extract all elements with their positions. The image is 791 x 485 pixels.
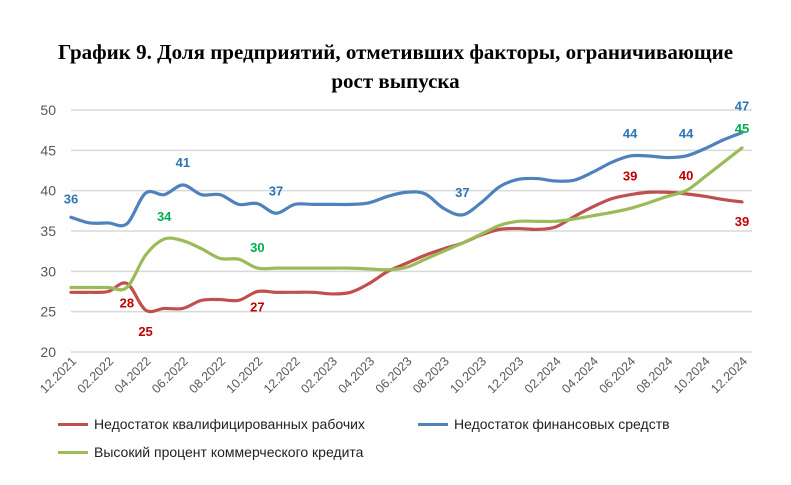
y-tick-label: 25 bbox=[40, 304, 56, 320]
series-line-0 bbox=[69, 190, 744, 314]
legend-label: Недостаток квалифицированных рабочих bbox=[94, 416, 365, 432]
x-tick-label: 04.2023 bbox=[335, 354, 377, 396]
x-tick-label: 06.2022 bbox=[149, 354, 191, 396]
y-tick-label: 40 bbox=[40, 183, 56, 199]
data-label: 47 bbox=[735, 99, 749, 114]
x-tick-label: 02.2022 bbox=[75, 354, 117, 396]
data-label: 40 bbox=[679, 168, 693, 183]
legend-swatch-red bbox=[58, 422, 88, 426]
x-tick-label: 10.2024 bbox=[671, 354, 713, 396]
data-label: 39 bbox=[623, 169, 637, 184]
y-tick-label: 30 bbox=[40, 263, 56, 279]
x-tick-label: 02.2023 bbox=[298, 354, 340, 396]
x-tick-label: 12.2021 bbox=[37, 354, 79, 396]
y-tick-label: 20 bbox=[40, 344, 56, 360]
x-tick-label: 12.2022 bbox=[261, 354, 303, 396]
legend-item-workers: Недостаток квалифицированных рабочих bbox=[58, 416, 365, 432]
x-tick-label: 12.2023 bbox=[485, 354, 527, 396]
data-label: 41 bbox=[176, 155, 190, 170]
x-tick-label: 08.2024 bbox=[634, 354, 676, 396]
data-label: 28 bbox=[120, 295, 134, 310]
chart-title-line-1: График 9. Доля предприятий, отметивших ф… bbox=[57, 40, 734, 64]
x-tick-label: 04.2024 bbox=[559, 354, 601, 396]
x-tick-label: 10.2022 bbox=[224, 354, 266, 396]
series-line-2 bbox=[69, 146, 744, 292]
legend-swatch-blue bbox=[418, 422, 448, 426]
data-label: 36 bbox=[64, 191, 78, 206]
x-tick-label: 08.2022 bbox=[186, 354, 228, 396]
legend-label: Недостаток финансовых средств bbox=[454, 416, 670, 432]
x-tick-label: 08.2023 bbox=[410, 354, 452, 396]
chart-title-line-2: рост выпуска bbox=[331, 69, 460, 93]
series-line-1 bbox=[69, 130, 744, 228]
x-tick-label: 06.2023 bbox=[373, 354, 415, 396]
data-label: 27 bbox=[250, 300, 264, 315]
data-label: 30 bbox=[250, 240, 264, 255]
data-label: 45 bbox=[735, 121, 749, 136]
legend-swatch-green bbox=[58, 450, 88, 454]
data-label: 44 bbox=[679, 126, 694, 141]
legend-item-finance: Недостаток финансовых средств bbox=[418, 416, 670, 432]
x-tick-label: 02.2024 bbox=[522, 354, 564, 396]
data-label: 25 bbox=[138, 324, 152, 339]
x-tick-label: 12.2024 bbox=[708, 354, 750, 396]
x-tick-label: 06.2024 bbox=[596, 354, 638, 396]
x-tick-label: 04.2022 bbox=[112, 354, 154, 396]
data-label: 37 bbox=[455, 185, 469, 200]
x-tick-label: 10.2023 bbox=[447, 354, 489, 396]
data-label: 44 bbox=[623, 126, 638, 141]
data-label: 39 bbox=[735, 214, 749, 229]
y-tick-label: 45 bbox=[40, 142, 56, 158]
y-tick-label: 50 bbox=[40, 102, 56, 118]
chart-title: График 9. Доля предприятий, отметивших ф… bbox=[0, 38, 791, 96]
data-label: 34 bbox=[157, 209, 172, 224]
legend-label: Высокий процент коммерческого кредита bbox=[94, 444, 364, 460]
y-tick-label: 35 bbox=[40, 223, 56, 239]
data-label: 37 bbox=[269, 183, 283, 198]
legend-item-credit: Высокий процент коммерческого кредита bbox=[58, 444, 363, 460]
